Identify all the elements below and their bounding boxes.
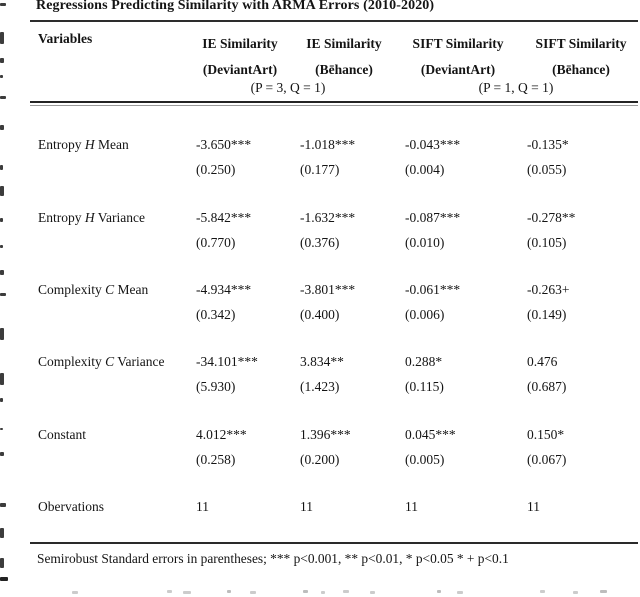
row-label: Constant	[38, 427, 87, 442]
table-row: Constant 4.012*** 1.396*** 0.045*** 0.15…	[0, 427, 640, 443]
table-row-se: (0.342) (0.400) (0.006) (0.149)	[0, 307, 640, 323]
coef-value: 0.150*	[527, 427, 565, 442]
row-label: Complexity C Mean	[38, 282, 149, 297]
column-header-ie-behance: IE Similarity (Bēhance)	[306, 31, 381, 82]
pq-spec-ie: (P = 3, Q = 1)	[250, 80, 326, 95]
table-row: Complexity C Variance -34.101*** 3.834**…	[0, 354, 640, 370]
row-label: Obervations	[38, 499, 104, 514]
coef-value: 4.012***	[196, 427, 247, 442]
column-header-line2: (DeviantArt)	[420, 61, 496, 77]
se-value: (0.004)	[405, 162, 445, 177]
row-label: Complexity C Variance	[38, 354, 165, 369]
table-row-se: (5.930) (1.423) (0.115) (0.687)	[0, 379, 640, 395]
table-row-se: (0.258) (0.200) (0.005) (0.067)	[0, 452, 640, 468]
se-value: (0.005)	[405, 452, 445, 467]
row-label: Entropy H Variance	[38, 210, 145, 225]
coef-value: -1.632***	[300, 210, 356, 225]
significance-footnote: Semirobust Standard errors in parenthese…	[37, 551, 509, 566]
coef-value: -3.650***	[196, 137, 252, 152]
table-row-se: (0.770) (0.376) (0.010) (0.105)	[0, 235, 640, 251]
rule-above-footnote	[30, 541, 638, 544]
table-row: Entropy H Mean -3.650*** -1.018*** -0.04…	[0, 137, 640, 153]
column-header-ie-deviantart: IE Similarity (DeviantArt)	[202, 31, 277, 82]
se-value: (0.177)	[300, 162, 340, 177]
observations-value: 11	[405, 499, 418, 514]
coef-value: -5.842***	[196, 210, 252, 225]
se-value: (5.930)	[196, 379, 236, 394]
coef-value: -34.101***	[196, 354, 258, 369]
coef-value: -4.934***	[196, 282, 252, 297]
column-header-sift-behance: SIFT Similarity (Bēhance)	[536, 31, 627, 82]
rule-under-title	[30, 20, 638, 22]
pq-spec-sift: (P = 1, Q = 1)	[478, 80, 554, 95]
coef-value: 3.834**	[300, 354, 344, 369]
row-label: Entropy H Mean	[38, 137, 129, 152]
column-header-line2: (DeviantArt)	[202, 61, 278, 77]
column-header-line1: SIFT Similarity	[535, 36, 627, 51]
column-header-line2: (Bēhance)	[552, 61, 610, 77]
column-header-line1: IE Similarity	[306, 36, 382, 51]
observations-value: 11	[527, 499, 540, 514]
se-value: (0.258)	[196, 452, 236, 467]
se-value: (0.770)	[196, 235, 236, 250]
se-value: (0.149)	[527, 307, 567, 322]
coef-value: -0.263+	[527, 282, 570, 297]
coef-value: 0.476	[527, 354, 558, 369]
se-value: (0.105)	[527, 235, 567, 250]
column-header-line1: SIFT Similarity	[412, 36, 504, 51]
coef-value: -3.801***	[300, 282, 356, 297]
rule-header-separator-shadow	[30, 104, 638, 106]
coef-value: 1.396***	[300, 427, 351, 442]
se-value: (0.400)	[300, 307, 340, 322]
se-value: (0.250)	[196, 162, 236, 177]
coef-value: 0.288*	[405, 354, 443, 369]
table-row-se: (0.250) (0.177) (0.004) (0.055)	[0, 162, 640, 178]
column-header-line1: IE Similarity	[202, 36, 278, 51]
coef-value: -0.135*	[527, 137, 569, 152]
se-value: (0.067)	[527, 452, 567, 467]
se-value: (1.423)	[300, 379, 340, 394]
coef-value: 0.045***	[405, 427, 456, 442]
se-value: (0.115)	[405, 379, 444, 394]
column-header-sift-deviantart: SIFT Similarity (DeviantArt)	[413, 31, 504, 82]
table-title: Regressions Predicting Similarity with A…	[36, 0, 435, 13]
rule-header-separator	[30, 101, 638, 104]
coef-value: -1.018***	[300, 137, 356, 152]
se-value: (0.055)	[527, 162, 567, 177]
observations-value: 11	[300, 499, 313, 514]
table-row: Complexity C Mean -4.934*** -3.801*** -0…	[0, 282, 640, 298]
se-value: (0.376)	[300, 235, 340, 250]
se-value: (0.687)	[527, 379, 567, 394]
column-header-variables: Variables	[38, 31, 93, 46]
se-value: (0.342)	[196, 307, 236, 322]
coef-value: -0.043***	[405, 137, 461, 152]
coef-value: -0.061***	[405, 282, 461, 297]
column-header-line2: (Bēhance)	[315, 61, 373, 77]
observations-row: Obervations 11 11 11 11	[0, 499, 640, 515]
se-value: (0.200)	[300, 452, 340, 467]
coef-value: -0.278**	[527, 210, 576, 225]
observations-value: 11	[196, 499, 209, 514]
se-value: (0.010)	[405, 235, 445, 250]
coef-value: -0.087***	[405, 210, 461, 225]
se-value: (0.006)	[405, 307, 445, 322]
table-row: Entropy H Variance -5.842*** -1.632*** -…	[0, 210, 640, 226]
